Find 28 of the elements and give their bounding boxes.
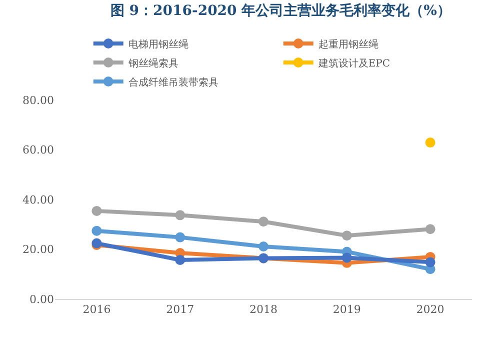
point: [258, 216, 268, 227]
point: [258, 242, 268, 252]
y-tick-label: 0.00: [30, 292, 54, 306]
point: [175, 210, 186, 220]
point: [92, 226, 102, 236]
point: [342, 230, 352, 241]
point: [92, 206, 102, 216]
point: [425, 138, 436, 148]
y-tick-label: 40.00: [22, 193, 54, 206]
point: [425, 224, 436, 234]
x-tick-label: 2017: [166, 303, 194, 316]
y-tick-label: 80.00: [22, 94, 54, 107]
legend-label: 钢丝绳索具: [127, 57, 178, 70]
legend-label: 电梯用钢丝绳: [128, 38, 188, 50]
x-tick-label: 2019: [332, 303, 361, 316]
legend-label: 起重用钢丝绳: [318, 38, 378, 50]
x-tick-label: 2018: [250, 303, 278, 316]
legend-label: 建筑设计及EPC: [317, 57, 390, 70]
legend-label: 合成纤维吊装带索具: [128, 76, 218, 88]
chart-title: 图 9：2016-2020 年公司主营业务毛利率变化（%）: [110, 2, 451, 19]
point: [342, 252, 352, 263]
x-tick-label: 2020: [416, 303, 444, 316]
point: [425, 257, 436, 268]
y-tick-label: 20.00: [22, 243, 54, 256]
x-tick-label: 2016: [82, 303, 111, 316]
point: [175, 232, 186, 242]
y-tick-label: 60.00: [22, 144, 54, 157]
point: [175, 254, 186, 265]
